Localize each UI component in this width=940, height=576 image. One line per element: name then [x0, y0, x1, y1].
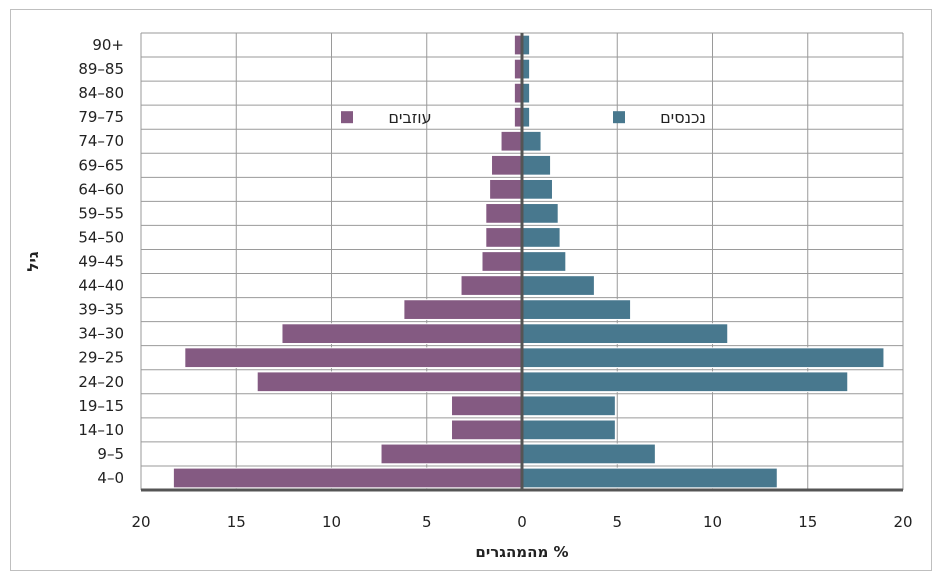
chart-frame [10, 9, 932, 571]
bar-leavers-13 [491, 154, 523, 176]
bar-arrivals-2 [521, 419, 616, 441]
bar-leavers-11 [485, 203, 523, 224]
legend-swatch [613, 111, 625, 124]
y-tick-label: 49–45 [78, 253, 124, 271]
bar-arrivals-13 [521, 154, 552, 176]
x-axis-title: % מהמהגרים [475, 543, 568, 561]
x-tick-label: 10 [703, 513, 722, 531]
bar-arrivals-1 [521, 443, 656, 465]
bar-arrivals-0 [521, 467, 778, 489]
y-tick-label: 39–35 [78, 301, 124, 319]
bars [172, 34, 885, 489]
y-tick-label: 89–85 [78, 60, 124, 78]
y-tick-label: 9–5 [97, 445, 124, 463]
bar-leavers-1 [380, 443, 523, 465]
x-tick-label: 15 [227, 513, 246, 531]
bar-leavers-10 [485, 227, 523, 248]
bar-leavers-7 [403, 299, 523, 320]
bar-leavers-9 [481, 251, 523, 272]
y-tick-label: 54–50 [78, 228, 124, 246]
bar-arrivals-8 [521, 275, 595, 296]
y-tick-label: 14–10 [78, 421, 124, 439]
y-tick-label: 74–70 [78, 132, 124, 150]
bar-arrivals-3 [521, 395, 616, 417]
bar-leavers-5 [184, 347, 523, 369]
legend-label: נכנסים [660, 108, 706, 127]
bar-leavers-4 [256, 371, 523, 393]
bar-arrivals-6 [521, 323, 729, 345]
bar-leavers-12 [489, 178, 523, 200]
bar-arrivals-14 [521, 130, 542, 152]
legend: עוזבים נכנסים [341, 108, 706, 127]
legend-label: עוזבים [388, 108, 431, 127]
axes [141, 33, 903, 492]
x-tick-label: 5 [422, 513, 432, 531]
bar-leavers-0 [172, 467, 523, 489]
y-tick-label: 79–75 [78, 108, 124, 126]
x-tick-label: 20 [131, 513, 150, 531]
x-tick-label: 20 [893, 513, 912, 531]
y-tick-labels: 4–0 9–5 14–10 19–15 24–20 29–25 34–30 39–35 44–4… [78, 36, 124, 487]
bar-arrivals-11 [521, 203, 559, 224]
bar-leavers-14 [500, 130, 523, 152]
y-tick-label: 69–65 [78, 156, 124, 174]
y-tick-label: 29–25 [78, 349, 124, 367]
y-tick-label: 90+ [92, 36, 124, 54]
bar-arrivals-12 [521, 178, 553, 200]
x-tick-labels: 20 15 10 5 0 5 10 15 20 [131, 513, 912, 531]
y-tick-label: 34–30 [78, 325, 124, 343]
bar-leavers-3 [451, 395, 523, 417]
y-axis-title: גיל [24, 251, 42, 271]
bar-arrivals-5 [521, 347, 885, 369]
x-tick-label: 10 [322, 513, 341, 531]
y-tick-label: 84–80 [78, 84, 124, 102]
bar-arrivals-4 [521, 371, 849, 393]
bar-leavers-8 [460, 275, 523, 296]
y-tick-label: 4–0 [97, 469, 124, 487]
bar-leavers-2 [451, 419, 523, 441]
bar-arrivals-9 [521, 251, 567, 272]
bar-leavers-6 [281, 323, 523, 345]
bar-arrivals-10 [521, 227, 561, 248]
legend-swatch [341, 111, 353, 124]
x-tick-label: 15 [798, 513, 817, 531]
y-tick-label: 19–15 [78, 397, 124, 415]
bar-arrivals-7 [521, 299, 632, 320]
y-tick-label: 44–40 [78, 277, 124, 295]
y-tick-label: 59–55 [78, 204, 124, 222]
y-tick-label: 64–60 [78, 180, 124, 198]
x-tick-label: 0 [517, 513, 527, 531]
y-tick-label: 24–20 [78, 373, 124, 391]
x-tick-label: 5 [612, 513, 622, 531]
